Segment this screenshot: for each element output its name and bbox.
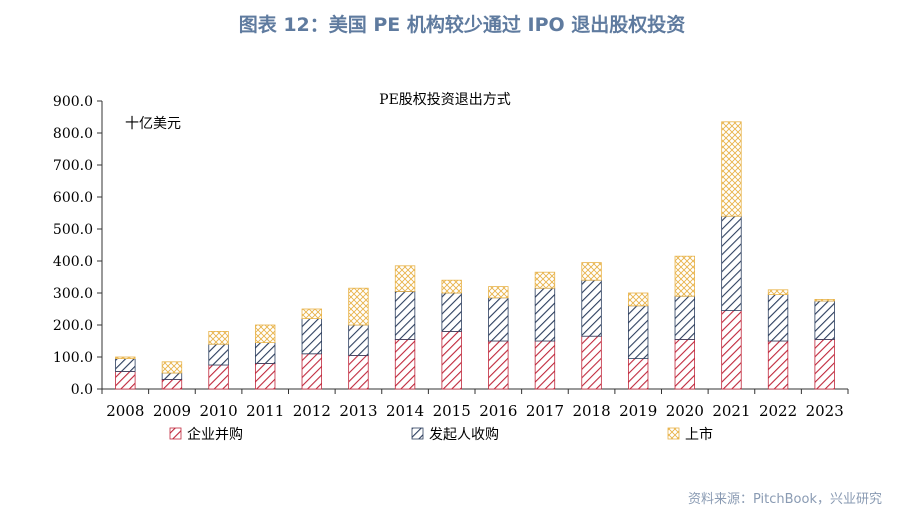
bar-merger-2016: [488, 340, 509, 390]
x-tick-label: 2009: [153, 402, 191, 420]
figure-title: 图表 12：美国 PE 机构较少通过 IPO 退出股权投资: [238, 14, 686, 36]
bar-merger-2008: [115, 370, 136, 390]
legend-swatch-buyout: [411, 427, 424, 440]
y-tick-label: 600.0: [53, 190, 93, 206]
y-tick-label: 400.0: [53, 254, 93, 270]
bar-buyout-2022: [767, 294, 789, 342]
x-tick-label: 2021: [712, 402, 750, 420]
legend-label-merger: 企业并购: [187, 426, 243, 443]
bar-ipo-2009: [161, 361, 183, 374]
bar-merger-2015: [441, 330, 462, 390]
y-tick-label: 800.0: [53, 126, 93, 142]
bar-merger-2011: [254, 362, 276, 390]
bar-ipo-2016: [488, 286, 509, 299]
bar-merger-2022: [767, 340, 789, 390]
bar-merger-2009: [161, 378, 183, 390]
bar-buyout-2015: [441, 292, 462, 332]
y-tick-label: 900.0: [53, 94, 93, 110]
x-tick-label: 2013: [339, 402, 377, 420]
x-tick-label: 2008: [106, 402, 144, 420]
bar-merger-2013: [348, 354, 369, 390]
x-tick-label: 2014: [386, 402, 424, 420]
x-tick-label: 2022: [759, 402, 797, 420]
bar-ipo-2022: [767, 289, 789, 295]
chart-title: PE股权投资退出方式: [379, 92, 511, 108]
bar-ipo-2012: [301, 308, 323, 320]
bar-buyout-2016: [488, 297, 509, 342]
bar-ipo-2021: [721, 121, 742, 217]
bar-ipo-2020: [674, 255, 696, 297]
bar-merger-2020: [674, 338, 696, 390]
x-tick-label: 2018: [572, 402, 610, 420]
y-tick-label: 100.0: [53, 350, 93, 366]
bar-ipo-2014: [394, 265, 416, 292]
x-tick-label: 2023: [806, 402, 844, 420]
bar-merger-2010: [208, 364, 229, 390]
bar-buyout-2011: [254, 342, 276, 364]
bars: [115, 121, 835, 390]
bar-buyout-2009: [161, 372, 183, 380]
bar-merger-2018: [581, 335, 602, 390]
bar-merger-2014: [394, 338, 416, 390]
y-axis: 0.0 100.0 200.0 300.0 400.0 500.0 600.0 700.0 80…: [53, 94, 103, 398]
x-tick-label: 2012: [293, 402, 331, 420]
x-tick-label: 2015: [433, 402, 471, 420]
bar-buyout-2013: [348, 324, 369, 356]
bar-ipo-2017: [534, 271, 556, 289]
legend-swatch-ipo: [667, 427, 680, 440]
x-tick-label: 2019: [619, 402, 657, 420]
legend: 企业并购 发起人收购 上市: [169, 426, 713, 443]
bar-merger-2023: [814, 338, 835, 390]
legend-label-buyout: 发起人收购: [429, 427, 499, 443]
bar-merger-2021: [721, 310, 742, 390]
legend-label-ipo: 上市: [685, 426, 713, 443]
bar-merger-2017: [534, 340, 556, 390]
bar-buyout-2021: [721, 215, 742, 311]
bar-ipo-2015: [441, 279, 462, 294]
bar-buyout-2014: [394, 290, 416, 340]
bar-merger-2019: [627, 358, 649, 390]
x-tick-label: 2017: [526, 402, 564, 420]
y-tick-label: 200.0: [53, 318, 93, 334]
y-tick-label: 500.0: [53, 222, 93, 238]
bar-buyout-2017: [534, 287, 556, 342]
source-note: 资料来源：PitchBook，兴业研究: [687, 492, 882, 507]
bar-ipo-2008: [115, 356, 136, 360]
bar-ipo-2023: [814, 298, 835, 302]
y-tick-label: 700.0: [53, 158, 93, 174]
legend-swatch-merger: [169, 427, 182, 440]
bar-buyout-2018: [581, 279, 602, 337]
y-tick-label: 300.0: [53, 286, 93, 302]
y-tick-label: 0.0: [71, 382, 93, 398]
bar-merger-2012: [301, 353, 323, 390]
bar-ipo-2010: [208, 330, 229, 345]
bar-buyout-2020: [674, 295, 696, 340]
bar-buyout-2019: [627, 305, 649, 359]
x-tick-label: 2011: [246, 402, 284, 420]
bar-buyout-2023: [814, 300, 835, 340]
bar-ipo-2013: [348, 287, 369, 326]
x-tick-label: 2010: [199, 402, 237, 420]
x-tick-label: 2016: [479, 402, 517, 420]
unit-label: 十亿美元: [125, 116, 181, 132]
bar-buyout-2010: [208, 343, 229, 366]
bar-ipo-2011: [254, 324, 276, 344]
bar-buyout-2008: [115, 358, 136, 372]
bar-ipo-2019: [627, 292, 649, 307]
bar-buyout-2012: [301, 318, 323, 355]
x-axis: 2008 2009 2010 2011 2012 2013 2014 2015 2016 2017…: [101, 388, 849, 420]
bar-ipo-2018: [581, 262, 602, 281]
x-tick-label: 2020: [666, 402, 704, 420]
